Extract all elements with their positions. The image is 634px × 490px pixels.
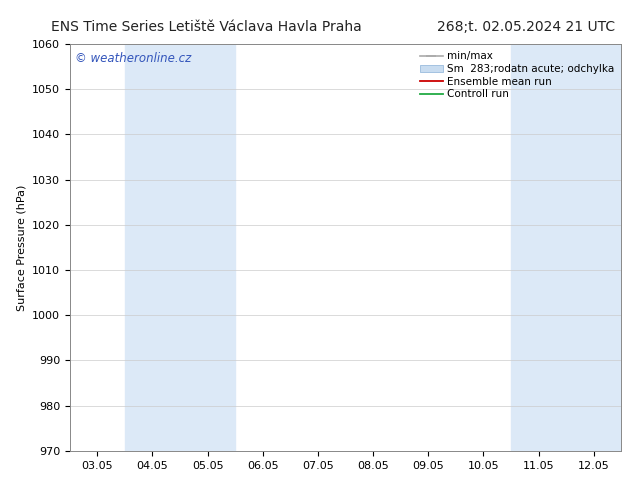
Text: © weatheronline.cz: © weatheronline.cz xyxy=(75,52,191,65)
Bar xyxy=(125,44,235,451)
Legend: min/max, Sm  283;rodatn acute; odchylka, Ensemble mean run, Controll run: min/max, Sm 283;rodatn acute; odchylka, … xyxy=(418,49,616,101)
Text: 268;t. 02.05.2024 21 UTC: 268;t. 02.05.2024 21 UTC xyxy=(437,20,615,34)
Y-axis label: Surface Pressure (hPa): Surface Pressure (hPa) xyxy=(16,184,27,311)
Bar xyxy=(511,44,621,451)
Text: ENS Time Series Letiště Václava Havla Praha: ENS Time Series Letiště Václava Havla Pr… xyxy=(51,20,361,34)
